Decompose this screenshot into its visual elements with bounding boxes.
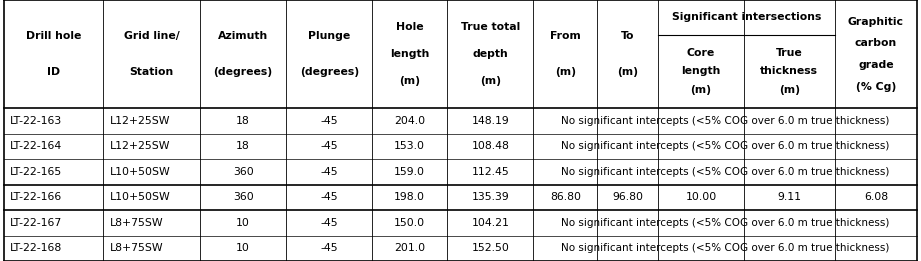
Text: (m): (m)	[480, 76, 501, 86]
Text: LT-22-164: LT-22-164	[10, 141, 63, 151]
Text: -45: -45	[321, 192, 338, 202]
Text: 204.0: 204.0	[394, 116, 426, 126]
Text: (degrees): (degrees)	[214, 67, 273, 77]
Text: (m): (m)	[779, 85, 799, 95]
Text: L8+75SW: L8+75SW	[110, 218, 163, 228]
Text: (m): (m)	[554, 67, 576, 77]
Text: grade: grade	[858, 60, 893, 70]
Text: -45: -45	[321, 167, 338, 177]
Text: 360: 360	[233, 167, 253, 177]
Text: 86.80: 86.80	[550, 192, 581, 202]
Text: 18: 18	[237, 116, 250, 126]
Text: No significant intercepts (<5% COG over 6.0 m true thickness): No significant intercepts (<5% COG over …	[561, 167, 890, 177]
Text: True: True	[776, 48, 803, 58]
Text: Azimuth: Azimuth	[218, 31, 268, 41]
Text: L12+25SW: L12+25SW	[110, 116, 170, 126]
Text: 152.50: 152.50	[472, 243, 509, 253]
Text: ID: ID	[47, 67, 60, 77]
Text: Significant intersections: Significant intersections	[671, 12, 821, 22]
Text: Graphitic: Graphitic	[848, 17, 904, 27]
Text: L10+50SW: L10+50SW	[110, 192, 170, 202]
Text: (m): (m)	[617, 67, 638, 77]
Text: -45: -45	[321, 243, 338, 253]
Text: Grid line/: Grid line/	[123, 31, 180, 41]
Text: 108.48: 108.48	[472, 141, 509, 151]
Text: LT-22-167: LT-22-167	[10, 218, 63, 228]
Text: -45: -45	[321, 116, 338, 126]
Text: 201.0: 201.0	[394, 243, 426, 253]
Text: 18: 18	[237, 141, 250, 151]
Text: No significant intercepts (<5% COG over 6.0 m true thickness): No significant intercepts (<5% COG over …	[561, 218, 890, 228]
Text: L12+25SW: L12+25SW	[110, 141, 170, 151]
Text: depth: depth	[472, 49, 508, 59]
Text: 112.45: 112.45	[472, 167, 509, 177]
Text: Drill hole: Drill hole	[26, 31, 81, 41]
Text: thickness: thickness	[761, 67, 819, 76]
Text: 104.21: 104.21	[472, 218, 509, 228]
Text: LT-22-168: LT-22-168	[10, 243, 63, 253]
Text: 153.0: 153.0	[394, 141, 426, 151]
Text: LT-22-163: LT-22-163	[10, 116, 63, 126]
Text: No significant intercepts (<5% COG over 6.0 m true thickness): No significant intercepts (<5% COG over …	[561, 243, 890, 253]
Text: 9.11: 9.11	[777, 192, 801, 202]
Text: L10+50SW: L10+50SW	[110, 167, 170, 177]
Text: L8+75SW: L8+75SW	[110, 243, 163, 253]
Text: length: length	[391, 49, 429, 59]
Text: length: length	[682, 67, 721, 76]
Text: LT-22-166: LT-22-166	[10, 192, 63, 202]
Text: Hole: Hole	[396, 22, 424, 32]
Text: 6.08: 6.08	[864, 192, 888, 202]
Text: 198.0: 198.0	[394, 192, 426, 202]
Text: LT-22-165: LT-22-165	[10, 167, 63, 177]
Text: 10: 10	[236, 243, 251, 253]
Text: -45: -45	[321, 141, 338, 151]
Text: (m): (m)	[691, 85, 712, 95]
Text: 96.80: 96.80	[612, 192, 643, 202]
Text: Station: Station	[130, 67, 174, 77]
Text: 135.39: 135.39	[472, 192, 509, 202]
Text: 148.19: 148.19	[472, 116, 509, 126]
Text: 150.0: 150.0	[394, 218, 426, 228]
Text: No significant intercepts (<5% COG over 6.0 m true thickness): No significant intercepts (<5% COG over …	[561, 116, 890, 126]
Text: No significant intercepts (<5% COG over 6.0 m true thickness): No significant intercepts (<5% COG over …	[561, 141, 890, 151]
Text: 159.0: 159.0	[394, 167, 426, 177]
Text: 10.00: 10.00	[685, 192, 717, 202]
Text: 10: 10	[236, 218, 251, 228]
Text: 360: 360	[233, 192, 253, 202]
Text: (degrees): (degrees)	[299, 67, 359, 77]
Text: True total: True total	[460, 22, 520, 32]
Text: From: From	[550, 31, 581, 41]
Text: Core: Core	[687, 48, 716, 58]
Text: (m): (m)	[399, 76, 420, 86]
Text: To: To	[621, 31, 635, 41]
Text: -45: -45	[321, 218, 338, 228]
Text: carbon: carbon	[855, 38, 897, 48]
Text: Plunge: Plunge	[308, 31, 350, 41]
Text: (% Cg): (% Cg)	[856, 82, 896, 92]
